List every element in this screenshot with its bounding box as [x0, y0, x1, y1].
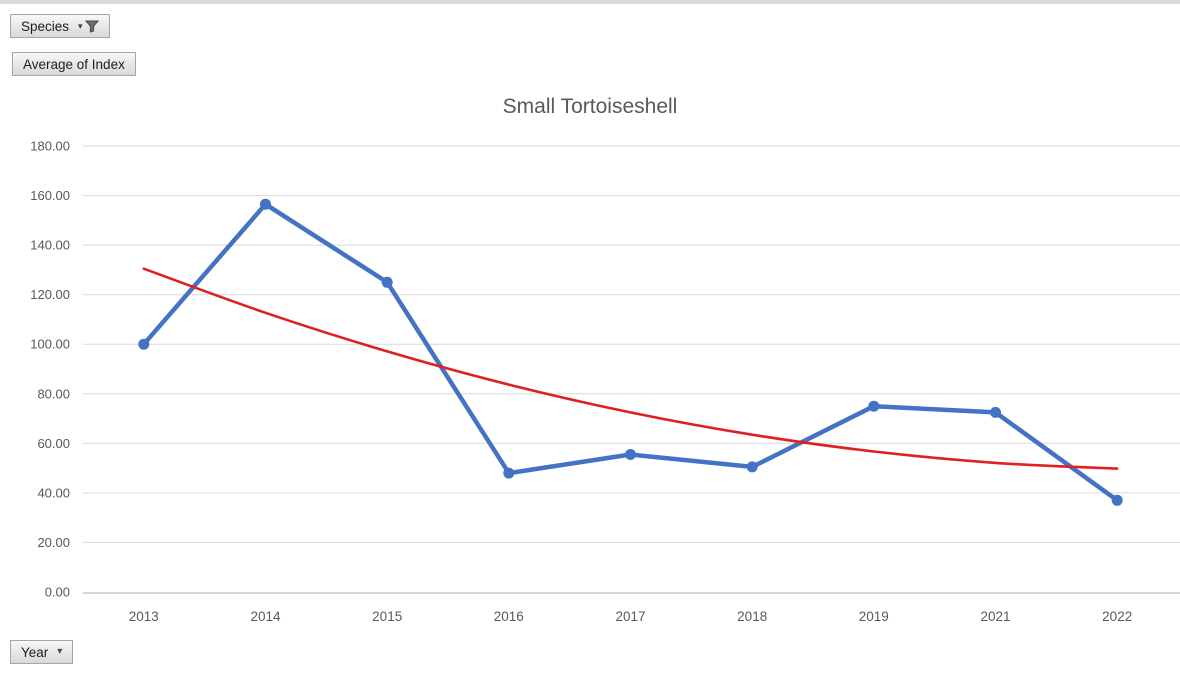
x-axis-labels: 2013 2014 2015 2016 2017 2018 2019 2021 2022 [129, 609, 1132, 624]
chevron-down-icon: ▾ [57, 646, 63, 657]
y-tick-label: 140.00 [30, 238, 70, 253]
x-tick-label: 2013 [129, 609, 159, 624]
y-tick-label: 180.00 [30, 139, 70, 154]
year-axis-field-label: Year [21, 644, 49, 660]
species-filter-button[interactable]: Species ▾ [10, 14, 110, 38]
y-tick-label: 40.00 [37, 485, 70, 500]
y-tick-label: 120.00 [30, 287, 70, 302]
y-tick-label: 60.00 [37, 436, 70, 451]
data-point-marker [138, 338, 150, 350]
y-tick-label: 80.00 [37, 386, 70, 401]
data-point-marker [990, 406, 1001, 418]
x-tick-label: 2015 [372, 609, 402, 624]
x-tick-label: 2018 [737, 609, 767, 624]
data-point-marker [868, 400, 880, 412]
data-point-marker [381, 276, 393, 288]
data-point-marker [625, 449, 636, 460]
y-axis-labels: 180.00 160.00 140.00 120.00 100.00 80.00 60.00… [30, 139, 70, 600]
data-point-marker [503, 467, 515, 479]
x-tick-label: 2022 [1102, 609, 1132, 624]
y-tick-label: 100.00 [30, 337, 70, 352]
x-tick-label: 2019 [859, 609, 889, 624]
data-point-marker [260, 198, 271, 210]
data-series [138, 198, 1123, 506]
y-tick-label: 160.00 [30, 188, 70, 203]
trendline-series [142, 267, 1119, 470]
species-filter-label: Species [21, 18, 70, 34]
chevron-down-icon: ▾ [78, 20, 83, 31]
x-tick-label: 2014 [250, 609, 281, 624]
gridlines [83, 145, 1180, 543]
window-top-strip [0, 0, 1180, 4]
filter-funnel-icon [84, 20, 99, 33]
x-tick-label: 2016 [494, 609, 524, 624]
year-axis-field-button[interactable]: Year ▾ [10, 640, 74, 664]
x-tick-label: 2021 [980, 609, 1010, 624]
data-point-marker [746, 461, 758, 473]
data-point-marker [1111, 494, 1123, 506]
value-field-label: Average of Index [23, 56, 125, 72]
value-field-button[interactable]: Average of Index [12, 52, 136, 76]
y-tick-label: 0.00 [45, 585, 70, 600]
x-tick-label: 2017 [615, 609, 645, 624]
y-tick-label: 20.00 [37, 535, 70, 550]
